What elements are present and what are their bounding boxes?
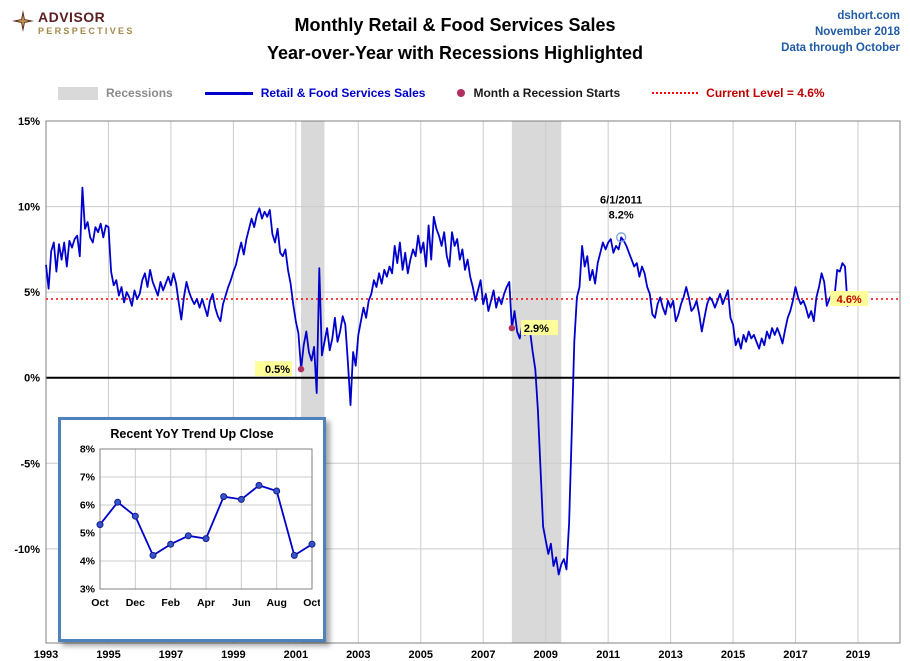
inset-x-tick-label: Oct <box>303 597 320 609</box>
advisor-perspectives-logo: ADVISOR PERSPECTIVES <box>12 10 135 36</box>
source-site: dshort.com <box>837 10 900 22</box>
inset-x-tick-label: Jun <box>232 597 251 609</box>
inset-x-tick-label: Aug <box>266 597 286 609</box>
x-axis-tick-label: 2011 <box>596 649 620 661</box>
inset-data-point <box>167 540 175 548</box>
marker-label: 2.9% <box>524 323 549 335</box>
logo-line1: ADVISOR <box>38 9 106 25</box>
inset-y-tick-label: 8% <box>80 444 96 456</box>
chart-title-line1: Monthly Retail & Food Services Sales <box>294 15 616 35</box>
plot-border <box>45 120 901 644</box>
chart-title-line2: Year-over-Year with Recessions Highlight… <box>266 42 644 63</box>
x-axis-tick-label: 2015 <box>721 649 745 661</box>
legend-label-current-level: Current Level = 4.6% <box>706 86 825 100</box>
inset-data-point <box>308 540 316 548</box>
chart-title: Monthly Retail & Food Services Sales Yea… <box>0 12 910 68</box>
chart-legend: Recessions Retail & Food Services Sales … <box>58 86 825 100</box>
source-note: Data through October <box>781 42 900 55</box>
y-axis-tick-label: 15% <box>18 116 40 128</box>
peak-annotation-value: 8.2% <box>609 209 634 221</box>
inset-x-tick-label: Apr <box>197 597 215 609</box>
marker-label: 0.5% <box>265 364 290 376</box>
y-axis-tick-label: -10% <box>14 544 40 556</box>
inset-data-point <box>96 521 104 529</box>
x-axis-tick-label: 2005 <box>409 649 433 661</box>
x-axis-tick-label: 2013 <box>658 649 682 661</box>
inset-y-tick-label: 3% <box>80 584 96 596</box>
marker-label-highlight <box>520 320 558 336</box>
inset-y-tick-label: 7% <box>80 472 96 484</box>
x-axis-tick-label: 2003 <box>346 649 370 661</box>
inset-data-point <box>290 551 298 559</box>
inset-chart: Recent YoY Trend Up Close 3% 4% 5% 6% 7% 8% Oc… <box>58 417 326 642</box>
series-line <box>45 186 852 576</box>
legend-item-recessions: Recessions <box>58 86 173 100</box>
y-axis-tick-label: 5% <box>24 287 40 299</box>
compass-star-icon <box>12 10 34 32</box>
inset-chart-plot: 3% 4% 5% 6% 7% 8% Oct Dec Feb Apr Jun Aug Oct <box>80 444 320 610</box>
legend-item-recession-start: Month a Recession Starts <box>457 86 620 100</box>
inset-data-point <box>114 498 122 506</box>
recession-start-dot-swatch <box>457 89 466 97</box>
x-axis-tick-label: 2001 <box>284 649 308 661</box>
current-label-highlight <box>830 290 869 306</box>
x-axis-tick-label: 2009 <box>533 649 557 661</box>
inset-chart-title: Recent YoY Trend Up Close <box>110 427 274 441</box>
x-axis-tick-label: 2007 <box>471 649 495 661</box>
x-axis-tick-label: 1993 <box>34 649 58 661</box>
inset-y-tick-label: 4% <box>80 556 96 568</box>
inset-data-point <box>202 535 210 543</box>
peak-annotation-circle <box>615 232 627 243</box>
series-line-swatch <box>204 91 253 95</box>
recession-swatch <box>58 86 98 100</box>
inset-plot-border <box>99 448 313 590</box>
y-axis-tick-label: 10% <box>18 202 40 214</box>
main-chart: 1993 1995 1997 1999 2001 2003 2005 2007 2009 2011… <box>14 116 901 661</box>
inset-data-point <box>273 487 281 495</box>
legend-item-series: Retail & Food Services Sales <box>204 86 426 100</box>
current-label: 4.6% <box>837 294 862 306</box>
legend-label-recessions: Recessions <box>106 86 173 100</box>
inset-data-point <box>184 532 192 540</box>
logo-line2: PERSPECTIVES <box>38 25 135 36</box>
source-info: dshort.com November 2018 Data through Oc… <box>781 8 900 56</box>
current-level-line-swatch <box>652 92 699 94</box>
x-axis-tick-label: 1997 <box>159 649 183 661</box>
inset-data-point <box>220 493 228 501</box>
inset-data-point <box>237 495 245 503</box>
inset-y-tick-label: 5% <box>80 528 96 540</box>
legend-label-series: Retail & Food Services Sales <box>260 86 426 100</box>
recession-start-dot <box>297 365 305 373</box>
inset-x-tick-label: Oct <box>91 597 109 609</box>
inset-data-point <box>255 481 263 489</box>
y-axis-tick-label: 0% <box>24 373 40 385</box>
inset-data-point <box>149 551 157 559</box>
inset-data-point <box>131 512 139 520</box>
y-axis-tick-label: -5% <box>20 458 40 470</box>
x-axis-tick-label: 1999 <box>221 649 245 661</box>
recession-start-dot <box>508 324 516 332</box>
x-axis-tick-label: 1995 <box>96 649 120 661</box>
x-axis-tick-label: 2017 <box>783 649 807 661</box>
legend-label-recession-start: Month a Recession Starts <box>473 86 621 100</box>
inset-x-tick-label: Dec <box>126 597 145 609</box>
inset-x-tick-label: Feb <box>161 597 180 609</box>
legend-item-current-level: Current Level = 4.6% <box>652 86 825 100</box>
marker-label-highlight <box>255 361 293 377</box>
inset-y-tick-label: 6% <box>80 500 96 512</box>
peak-annotation-date: 6/1/2011 <box>600 194 642 206</box>
x-axis-tick-label: 2019 <box>846 649 870 661</box>
source-date: November 2018 <box>814 26 900 39</box>
